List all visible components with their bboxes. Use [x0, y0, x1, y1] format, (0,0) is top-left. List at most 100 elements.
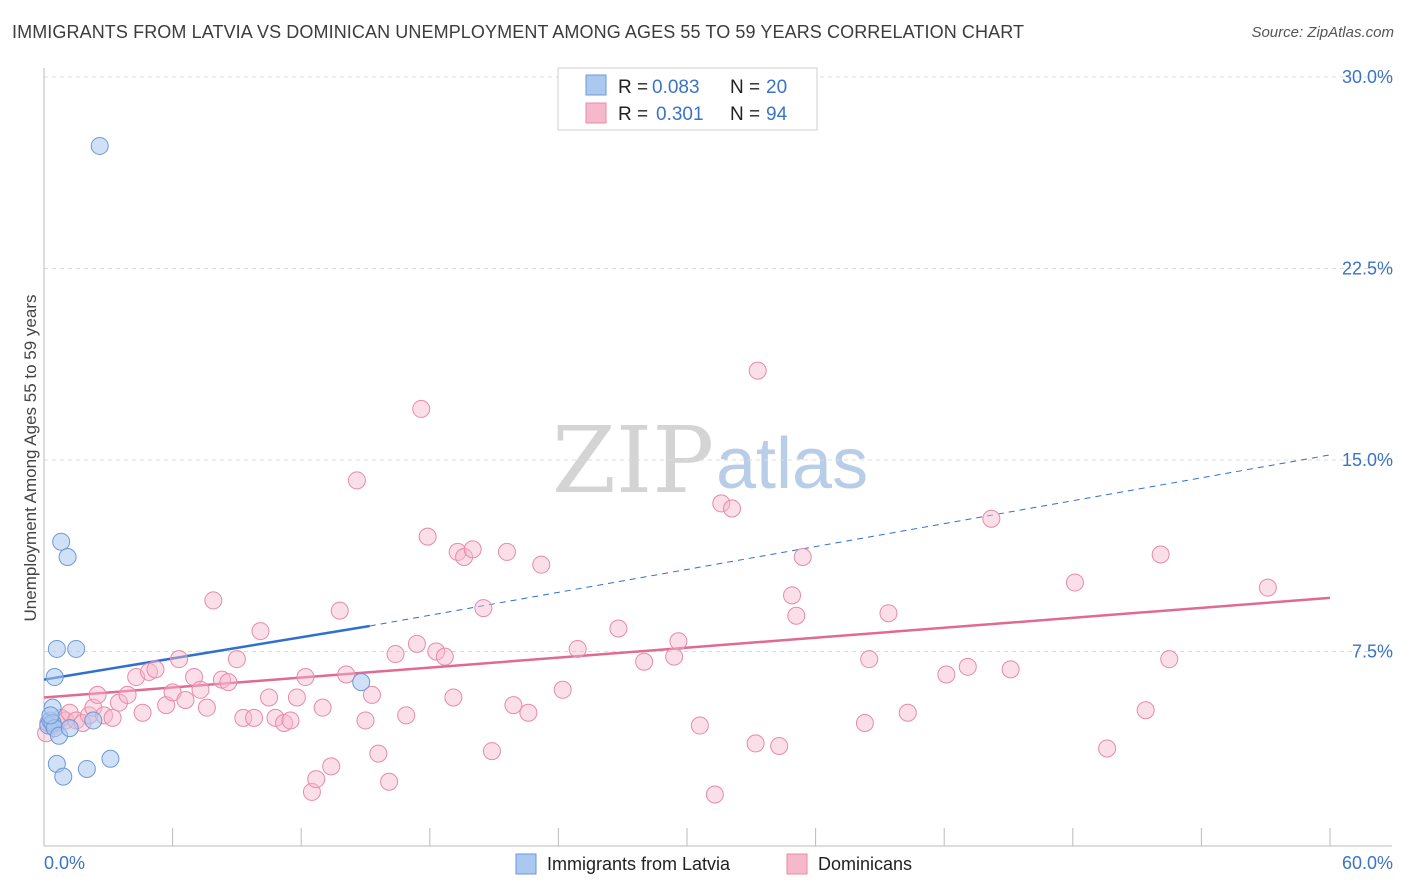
dominicans-point-61	[463, 540, 482, 559]
dominicans-point-83	[793, 548, 812, 567]
dominicans-point-38	[287, 688, 306, 707]
latvia-r-label: R =	[618, 77, 648, 98]
stats-legend: R = 0.083 N = 20 R = 0.301 N = 94	[557, 67, 818, 131]
dominicans-point-90	[982, 509, 1001, 528]
trend-lines	[43, 454, 1331, 699]
dominicans-point-50	[380, 772, 399, 791]
dominicans-r-label: R =	[618, 104, 648, 125]
dominicans-point-65	[504, 696, 523, 715]
dominicans-trend-line	[43, 596, 1331, 699]
dominicans-point-80	[770, 736, 789, 755]
dominicans-point-27	[204, 591, 223, 610]
dominicans-point-58	[444, 688, 463, 707]
dominicans-point-92	[1065, 573, 1084, 592]
dominicans-point-15	[118, 685, 137, 704]
latvia-n-label: N =	[730, 77, 760, 98]
latvia-n-value: 20	[766, 77, 787, 98]
dominicans-point-32	[245, 708, 264, 727]
dominicans-point-35	[266, 708, 285, 727]
latvia-points	[39, 136, 371, 786]
dominicans-point-45	[337, 665, 356, 684]
watermark: ZIP atlas	[552, 407, 868, 514]
latvia-point-13	[67, 639, 86, 658]
dominicans-point-47	[356, 711, 375, 730]
dominicans-point-54	[412, 399, 431, 418]
dominicans-point-48	[362, 685, 381, 704]
dominicans-point-79	[748, 361, 767, 380]
dominicans-point-97	[1258, 578, 1277, 597]
latvia-trend-line	[43, 624, 370, 681]
latvia-point-9	[52, 532, 71, 551]
dominicans-point-85	[860, 650, 879, 669]
latvia-point-10	[54, 767, 73, 786]
x-tick-labels: 0.0% 60.0%	[44, 853, 1393, 873]
dominicans-n-value: 94	[766, 104, 788, 125]
dominicans-point-52	[397, 706, 416, 725]
source-credit: Source: ZipAtlas.com	[1251, 24, 1394, 41]
dominicans-point-68	[553, 680, 572, 699]
latvia-point-15	[84, 711, 103, 730]
dominicans-point-49	[369, 744, 388, 763]
dominicans-point-17	[133, 703, 152, 722]
dominicans-point-56	[427, 642, 446, 661]
y-tick-label-3: 30.0%	[1342, 67, 1393, 87]
latvia-point-5	[45, 668, 64, 687]
dominicans-point-62	[474, 599, 493, 618]
dominicans-point-31	[234, 708, 253, 727]
watermark-zip: ZIP	[552, 407, 714, 514]
dominicans-point-71	[635, 652, 654, 671]
dominicans-point-46	[347, 471, 366, 490]
dominicans-point-42	[313, 698, 332, 717]
dominicans-point-88	[937, 665, 956, 684]
dominicans-point-72	[665, 647, 684, 666]
dominicans-series-label: Dominicans	[818, 854, 912, 874]
dominicans-point-81	[783, 586, 802, 605]
dominicans-point-69	[568, 639, 587, 658]
dominicans-point-73	[669, 632, 688, 651]
dominicans-point-77	[723, 499, 742, 518]
dominicans-point-63	[482, 742, 501, 761]
dominicans-point-74	[690, 716, 709, 735]
chart-title: IMMIGRANTS FROM LATVIA VS DOMINICAN UNEM…	[12, 22, 1025, 42]
dominicans-point-51	[386, 645, 405, 664]
dominicans-point-41	[307, 770, 326, 789]
dominicans-point-93	[1098, 739, 1117, 758]
dominicans-point-70	[609, 619, 628, 638]
latvia-point-6	[47, 639, 66, 658]
dominicans-point-39	[296, 668, 315, 687]
dominicans-point-57	[435, 647, 454, 666]
latvia-trend-extension	[369, 454, 1331, 627]
dominicans-point-91	[1001, 660, 1020, 679]
latvia-r-value: 0.083	[652, 77, 700, 98]
dominicans-point-84	[855, 713, 874, 732]
dominicans-point-26	[197, 698, 216, 717]
latvia-point-11	[58, 548, 77, 567]
latvia-point-19	[41, 706, 60, 725]
dominicans-series-swatch	[786, 853, 808, 875]
y-tick-label-1: 15.0%	[1342, 450, 1393, 470]
dominicans-point-25	[191, 680, 210, 699]
dominicans-n-label: N =	[730, 104, 760, 125]
dominicans-point-94	[1136, 701, 1155, 720]
y-tick-labels: 7.5% 15.0% 22.5% 30.0%	[1342, 67, 1393, 662]
x-tick-label-max: 60.0%	[1342, 853, 1393, 873]
dominicans-point-66	[519, 703, 538, 722]
dominicans-point-67	[532, 555, 551, 574]
dominicans-point-82	[787, 606, 806, 625]
series-legend: Immigrants from Latvia Dominicans	[515, 853, 912, 875]
latvia-point-17	[101, 749, 120, 768]
dominicans-point-23	[176, 691, 195, 710]
dominicans-point-53	[407, 634, 426, 653]
dominicans-point-44	[330, 601, 349, 620]
dominicans-point-30	[227, 650, 246, 669]
dominicans-point-33	[251, 622, 270, 641]
dominicans-points	[37, 361, 1277, 804]
dominicans-legend-swatch	[585, 102, 607, 124]
dominicans-point-96	[1160, 650, 1179, 669]
y-axis-label: Unemployment Among Ages 55 to 59 years	[21, 295, 40, 622]
dominicans-point-89	[958, 657, 977, 676]
latvia-point-16	[90, 136, 109, 155]
latvia-point-12	[60, 719, 79, 738]
dominicans-point-19	[146, 660, 165, 679]
